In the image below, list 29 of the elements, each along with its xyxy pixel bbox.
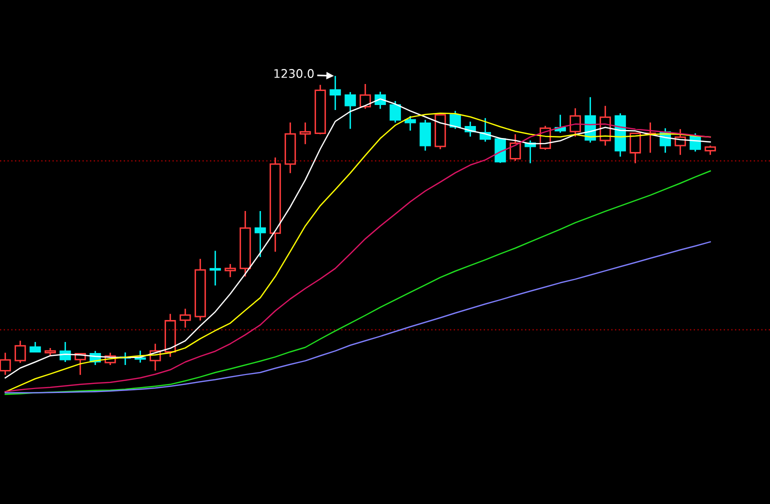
candlestick (420, 119, 431, 152)
annotation: 1230.0 (274, 69, 314, 78)
candlestick (404, 115, 416, 132)
candlestick (570, 108, 581, 138)
candlestick (344, 91, 356, 130)
candlestick (0, 352, 11, 376)
candlestick (194, 258, 206, 322)
candlestick (450, 110, 461, 130)
candlestick (150, 343, 161, 372)
candlestick (74, 352, 86, 376)
candlestick (224, 263, 236, 278)
candlestick (644, 122, 656, 154)
candlestick (600, 105, 611, 146)
candlestick (284, 122, 296, 174)
candlestick (254, 210, 266, 258)
candlestick (210, 250, 221, 286)
candlestick (390, 100, 401, 124)
candlestick (164, 313, 176, 358)
candlestick (30, 341, 41, 353)
candlestick (330, 75, 341, 111)
candlestick (180, 308, 191, 328)
candlestick (270, 156, 281, 252)
candlestick (630, 132, 641, 164)
candlestick (300, 122, 311, 145)
candlestick (690, 132, 701, 152)
candlestick (240, 210, 251, 278)
candlestick (360, 83, 371, 110)
candlestick (674, 128, 686, 156)
candlestick (510, 134, 521, 162)
